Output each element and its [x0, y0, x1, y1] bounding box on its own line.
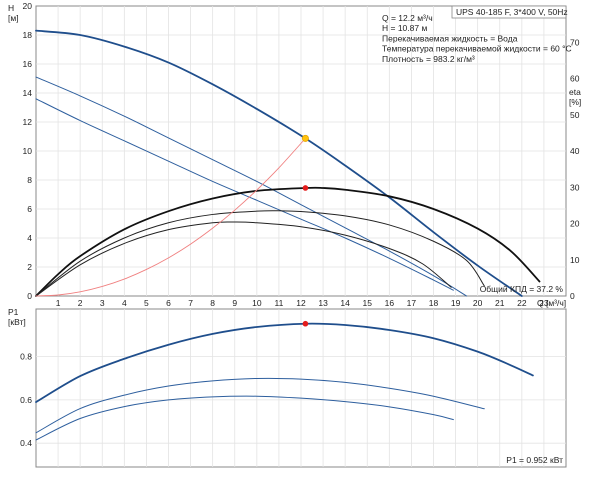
- x-tick-label: 13: [318, 298, 328, 308]
- y2-tick-label: 70: [570, 37, 580, 47]
- power-label: P1 = 0.952 кВт: [506, 455, 563, 465]
- y-tick-label: 12: [23, 117, 33, 127]
- top-grid: [36, 6, 566, 296]
- y2-axis-title: eta [%]: [569, 87, 581, 107]
- info-line-3: Перекачиваемая жидкость = Вода: [382, 33, 518, 43]
- x-tick-label: 22: [517, 298, 527, 308]
- efficiency-label: Общий КПД = 37.2 %: [480, 284, 564, 294]
- y2-tick-label: 10: [570, 255, 580, 265]
- x-tick-label: 20: [473, 298, 483, 308]
- y-tick-label: 14: [23, 88, 33, 98]
- system-curve-curve: [35, 137, 306, 297]
- info-line-2: H = 10.87 м: [382, 23, 427, 33]
- power-point-marker: [302, 320, 309, 327]
- x-tick-label: 17: [407, 298, 417, 308]
- x-tick-label: 16: [385, 298, 395, 308]
- x-tick-label: 23: [539, 298, 549, 308]
- y2-tick-label: 50: [570, 110, 580, 120]
- y2-tick-label: 20: [570, 219, 580, 229]
- x-tick-label: 14: [340, 298, 350, 308]
- x-tick-label: 5: [144, 298, 149, 308]
- head-speed3-curve: [35, 29, 523, 297]
- y-tick-label: 20: [23, 1, 33, 11]
- x-tick-label: 11: [275, 298, 284, 308]
- efficiency-speed1-curve: [35, 221, 452, 297]
- x-tick-label: 15: [363, 298, 373, 308]
- x-tick-label: 12: [296, 298, 306, 308]
- info-line-5: Плотность = 983.2 кг/м³: [382, 54, 475, 64]
- y-tick-label: 2: [27, 262, 32, 272]
- head-speed2-curve: [35, 76, 468, 297]
- info-line-1: Q = 12.2 м³/ч: [382, 13, 433, 23]
- x-tick-label: 9: [232, 298, 237, 308]
- y2-tick-label: 0: [570, 291, 575, 301]
- head-speed1-curve: [35, 98, 454, 291]
- power-speed2-curve: [35, 377, 485, 434]
- y-tick-label: 18: [23, 30, 33, 40]
- y-tick-label: 6: [27, 204, 32, 214]
- x-tick-label: 6: [166, 298, 171, 308]
- y-tick-label: 10: [23, 146, 33, 156]
- x-tick-label: 3: [100, 298, 105, 308]
- info-line-4: Температура перекачиваемой жидкости = 60…: [382, 44, 572, 54]
- duty-point-marker: [301, 134, 309, 142]
- efficiency-point-marker: [302, 185, 309, 191]
- y-axis-title: H [м]: [8, 3, 19, 23]
- p1-tick-label: 0.6: [20, 395, 32, 405]
- power-speed1-curve: [35, 395, 454, 441]
- x-tick-label: 8: [210, 298, 215, 308]
- x-tick-label: 2: [78, 298, 83, 308]
- x-tick-label: 19: [451, 298, 461, 308]
- efficiency-speed2-curve: [35, 210, 485, 297]
- y2-tick-label: 60: [570, 74, 580, 84]
- bottom-grid: [36, 309, 566, 467]
- y2-tick-label: 40: [570, 146, 580, 156]
- x-tick-label: 1: [56, 298, 61, 308]
- p1-axis-title: P1 [кВт]: [8, 307, 26, 327]
- y-tick-label: 0: [27, 291, 32, 301]
- x-tick-label: 21: [495, 298, 505, 308]
- y-tick-label: 8: [27, 175, 32, 185]
- y-tick-label: 16: [23, 59, 33, 69]
- x-axis-title: Q [м³/ч]: [537, 298, 566, 308]
- y-tick-label: 4: [27, 233, 32, 243]
- x-tick-label: 7: [188, 298, 193, 308]
- x-tick-label: 18: [429, 298, 439, 308]
- x-tick-label: 4: [122, 298, 127, 308]
- p1-tick-label: 0.4: [20, 438, 32, 448]
- p1-tick-label: 0.8: [20, 352, 32, 362]
- chart-title: UPS 40-185 F, 3*400 V, 50Hz: [456, 7, 568, 17]
- title-box: [451, 5, 567, 19]
- top-curves: [35, 29, 541, 297]
- x-tick-label: 10: [252, 298, 262, 308]
- y2-tick-label: 30: [570, 182, 580, 192]
